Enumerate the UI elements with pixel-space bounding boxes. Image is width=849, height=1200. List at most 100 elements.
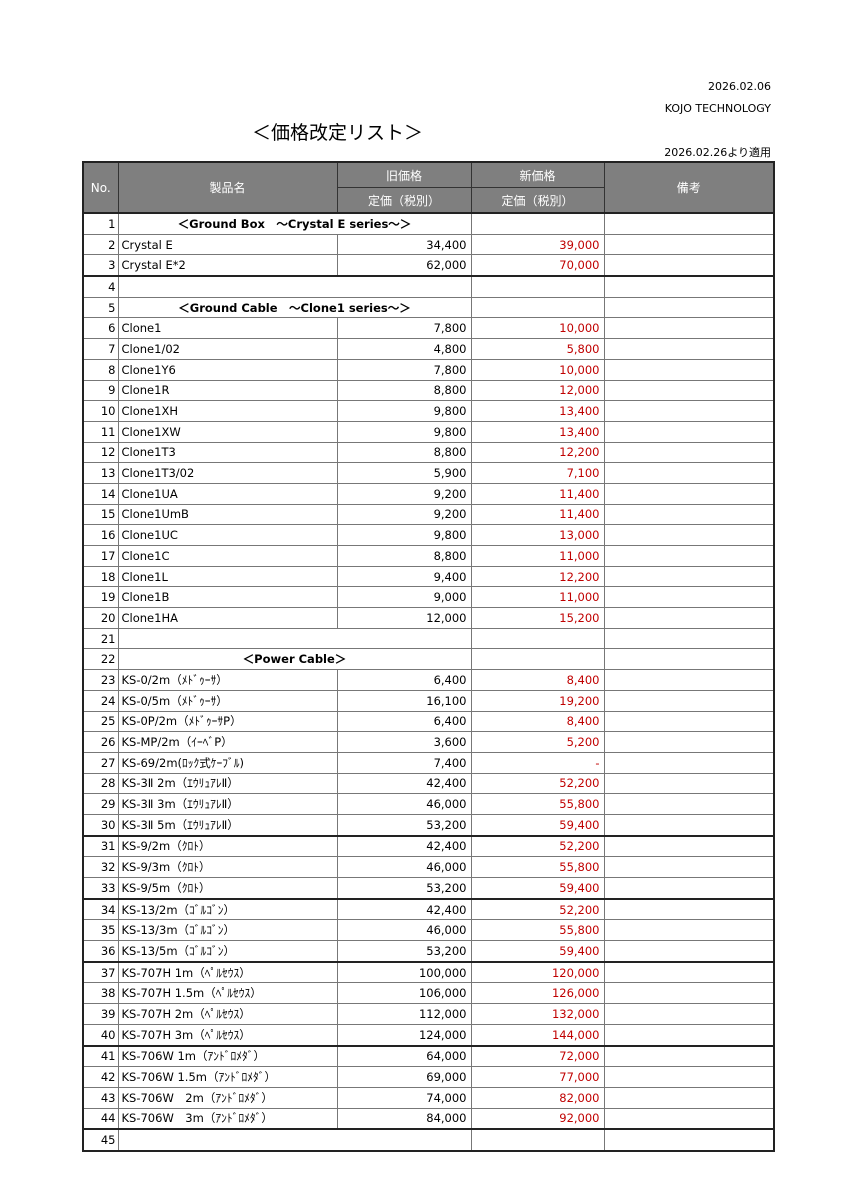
row-number: 35	[82, 919, 119, 942]
new-price: 82,000	[470, 1086, 605, 1109]
new-price: 12,200	[470, 441, 605, 464]
document-date: 2026.02.06	[708, 80, 771, 93]
new-price: 10,000	[470, 358, 605, 381]
row-number: 29	[82, 793, 119, 815]
table-row: 44 KS-706W 3m（ｱﾝﾄﾞﾛﾒﾀﾞ） 84,000 92,000	[82, 1107, 775, 1131]
product-name: KS-MP/2m（ｲｰﾍﾞP）	[117, 731, 338, 753]
new-price: 52,200	[470, 772, 605, 795]
table-row: 23 KS-0/2m（ﾒﾄﾞｩｰｻ） 6,400 8,400	[82, 669, 775, 691]
notes-cell	[603, 441, 775, 464]
old-price: 3,600	[336, 731, 472, 753]
row-number: 10	[82, 400, 119, 422]
old-price: 8,800	[336, 545, 472, 567]
row-number: 1	[82, 212, 119, 235]
old-price: 46,000	[336, 919, 472, 942]
notes-cell	[603, 627, 775, 650]
old-price: 9,400	[336, 565, 472, 588]
notes-cell	[603, 982, 775, 1005]
new-price: -	[470, 751, 605, 774]
new-price: 55,800	[470, 919, 605, 942]
notes-cell	[603, 835, 775, 858]
old-price: 9,800	[336, 524, 472, 546]
table-row: 11 Clone1XW 9,800 13,400	[82, 420, 775, 443]
row-number: 2	[82, 233, 119, 256]
notes-cell	[603, 898, 775, 921]
notes-cell	[603, 545, 775, 567]
product-name: KS-9/5m（ｸﾛﾄ）	[117, 876, 338, 900]
row-number: 8	[82, 358, 119, 381]
table-row: 13 Clone1T3/02 5,900 7,100	[82, 462, 775, 484]
table-row: 26 KS-MP/2m（ｲｰﾍﾞP） 3,600 5,200	[82, 731, 775, 753]
row-number: 13	[82, 462, 119, 484]
product-name: Clone1Y6	[117, 358, 338, 381]
old-price: 46,000	[336, 856, 472, 878]
table-row: 30 KS-3Ⅱ 5m（ｴｳﾘｭｱﾚⅡ） 53,200 59,400	[82, 813, 775, 837]
company-name: KOJO TECHNOLOGY	[664, 102, 771, 115]
table-row: 34 KS-13/2m（ｺﾞﾙｺﾞﾝ） 42,400 52,200	[82, 898, 775, 921]
table-row: 37 KS-707H 1m（ﾍﾟﾙｾｳｽ） 100,000 120,000	[82, 961, 775, 984]
product-name: Clone1UmB	[117, 503, 338, 526]
row-number: 7	[82, 338, 119, 360]
old-price: 42,400	[336, 772, 472, 795]
old-price: 100,000	[336, 961, 472, 984]
row-number: 41	[82, 1044, 119, 1068]
new-price-cell	[470, 275, 605, 298]
new-price-cell	[470, 296, 605, 319]
notes-cell	[603, 233, 775, 256]
table-row: 6 Clone1 7,800 10,000	[82, 317, 775, 340]
product-name: Clone1T3	[117, 441, 338, 464]
old-price: 112,000	[336, 1003, 472, 1025]
old-price: 42,400	[336, 835, 472, 858]
product-name: KS-0P/2m（ﾒﾄﾞｩｰｻP）	[117, 710, 338, 733]
product-name: KS-0/5m（ﾒﾄﾞｩｰｻ）	[117, 689, 338, 712]
old-price: 8,800	[336, 441, 472, 464]
table-row: 36 KS-13/5m（ｺﾞﾙｺﾞﾝ） 53,200 59,400	[82, 940, 775, 963]
product-name: Clone1	[117, 317, 338, 340]
table-row: 43 KS-706W 2m（ｱﾝﾄﾞﾛﾒﾀﾞ） 74,000 82,000	[82, 1086, 775, 1109]
old-price: 9,800	[336, 400, 472, 422]
product-name: Clone1B	[117, 586, 338, 609]
product-name: KS-706W 1m（ｱﾝﾄﾞﾛﾒﾀﾞ）	[117, 1044, 338, 1068]
table-row: 28 KS-3Ⅱ 2m（ｴｳﾘｭｱﾚⅡ） 42,400 52,200	[82, 772, 775, 795]
notes-cell	[603, 876, 775, 900]
new-price: 7,100	[470, 462, 605, 484]
table-row: 45	[82, 1128, 775, 1152]
table-row: 3 Crystal E*2 62,000 70,000	[82, 254, 775, 278]
header-old-list-price: 定価（税別）	[336, 187, 472, 214]
new-price-cell	[470, 648, 605, 671]
product-name: KS-69/2m(ﾛｯｸ式ｹｰﾌﾞﾙ)	[117, 751, 338, 774]
old-price: 124,000	[336, 1023, 472, 1047]
new-price-cell	[470, 1128, 605, 1152]
old-price: 5,900	[336, 462, 472, 484]
new-price: 11,000	[470, 545, 605, 567]
old-price: 7,400	[336, 751, 472, 774]
row-number: 3	[82, 254, 119, 278]
table-row: 27 KS-69/2m(ﾛｯｸ式ｹｰﾌﾞﾙ) 7,400-	[82, 751, 775, 774]
notes-cell	[603, 482, 775, 505]
table-row: 41 KS-706W 1m（ｱﾝﾄﾞﾛﾒﾀﾞ） 64,000 72,000	[82, 1044, 775, 1068]
old-price: 4,800	[336, 338, 472, 360]
row-number: 42	[82, 1066, 119, 1088]
row-number: 15	[82, 503, 119, 526]
product-name: Crystal E	[117, 233, 338, 256]
row-number: 26	[82, 731, 119, 753]
table-row: 9 Clone1R 8,800 12,000	[82, 379, 775, 402]
row-number: 32	[82, 856, 119, 878]
old-price: 12,000	[336, 607, 472, 629]
table-row: 15 Clone1UmB 9,200 11,400	[82, 503, 775, 526]
header-product-name: 製品名	[117, 161, 338, 214]
product-name: Clone1L	[117, 565, 338, 588]
notes-cell	[603, 420, 775, 443]
row-number: 6	[82, 317, 119, 340]
notes-cell	[603, 358, 775, 381]
new-price: 13,400	[470, 420, 605, 443]
row-number: 5	[82, 296, 119, 319]
product-name: KS-13/3m（ｺﾞﾙｺﾞﾝ）	[117, 919, 338, 942]
product-name: KS-707H 2m（ﾍﾟﾙｾｳｽ）	[117, 1003, 338, 1025]
new-price: 15,200	[470, 607, 605, 629]
old-price: 74,000	[336, 1086, 472, 1109]
new-price: 13,400	[470, 400, 605, 422]
new-price: 12,200	[470, 565, 605, 588]
notes-cell	[603, 524, 775, 546]
notes-cell	[603, 751, 775, 774]
